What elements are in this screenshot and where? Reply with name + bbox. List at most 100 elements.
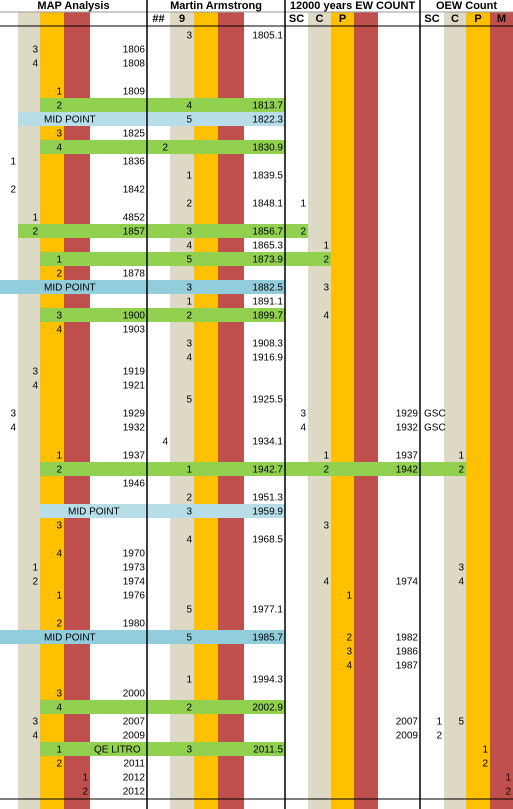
cell-text: 1	[458, 451, 464, 462]
cell-text: 5	[186, 255, 192, 266]
cell-text: 2012	[123, 787, 146, 798]
cell-text: GSC	[424, 409, 446, 420]
cell-text: 2009	[123, 731, 146, 742]
cell-text: 3	[186, 745, 192, 756]
cell-text: 4	[186, 535, 192, 546]
cell-text: 1977.1	[252, 605, 283, 616]
cell-text: 1925.5	[252, 395, 283, 406]
cell-text: 3	[56, 689, 62, 700]
cell-text: MID POINT	[44, 115, 96, 126]
cell-text: 2007	[123, 717, 146, 728]
column-stripe	[466, 12, 490, 809]
row-highlight	[40, 308, 285, 322]
cell-text: 1856.7	[252, 227, 283, 238]
cell-text: 1	[323, 241, 329, 252]
cell-text: 3	[346, 647, 352, 658]
row-highlight	[18, 224, 308, 238]
cell-text: 1	[32, 563, 38, 574]
cell-text: 3	[32, 45, 38, 56]
cell-text: 2	[186, 311, 192, 322]
column-stripe	[490, 12, 513, 809]
cell-text: 1830.9	[252, 143, 283, 154]
cell-text: 1	[323, 451, 329, 462]
cell-text: 1865.3	[252, 241, 283, 252]
cell-text: 1951.3	[252, 493, 283, 504]
cell-text: MID POINT	[44, 633, 96, 644]
row-highlight	[0, 280, 285, 294]
cell-text: 1842	[123, 185, 146, 196]
cell-text: 1857	[123, 227, 146, 238]
cell-text: 1937	[396, 451, 419, 462]
row-highlight	[40, 700, 285, 714]
cell-text: 3	[56, 521, 62, 532]
cell-text: 2	[32, 577, 38, 588]
cell-text: 2	[300, 227, 306, 238]
column-header: P	[339, 13, 346, 25]
cell-text: 4	[162, 437, 168, 448]
cell-text: 1808	[123, 59, 146, 70]
row-highlight	[40, 98, 285, 112]
cell-text: 1806	[123, 45, 146, 56]
cell-text: 1	[482, 745, 488, 756]
cell-text: 1942	[396, 465, 419, 476]
cell-text: 2011	[123, 759, 145, 770]
cell-text: 4	[346, 661, 352, 672]
column-header: C	[451, 13, 459, 25]
column-header: 9	[179, 13, 185, 25]
cell-text: 1891.1	[252, 297, 283, 308]
column-stripe	[218, 12, 244, 809]
cell-text: 3	[10, 409, 16, 420]
cell-text: 2000	[123, 689, 146, 700]
cell-text: 1	[10, 157, 16, 168]
section-header: MAP Analysis	[37, 0, 109, 12]
cell-text: 2	[56, 465, 62, 476]
column-stripe	[444, 12, 466, 809]
row-highlight	[0, 630, 285, 644]
cell-text: 3	[186, 283, 192, 294]
cell-text: 1	[32, 213, 38, 224]
cell-text: 1908.3	[252, 339, 283, 350]
cell-text: 1	[346, 591, 352, 602]
cell-text: 1973	[123, 563, 146, 574]
cell-text: 4852	[123, 213, 146, 224]
cell-text: 2009	[396, 731, 419, 742]
cell-text: 5	[186, 633, 192, 644]
cell-text: 2	[323, 465, 329, 476]
cell-text: 1836	[123, 157, 146, 168]
cell-text: MID POINT	[68, 507, 120, 518]
cell-text: 1929	[396, 409, 419, 420]
row-highlight	[40, 140, 285, 154]
cell-text: 2	[482, 759, 488, 770]
cell-text: 1921	[123, 381, 146, 392]
cell-text: 3	[56, 129, 62, 140]
cell-text: 1	[300, 199, 306, 210]
column-header: P	[474, 13, 481, 25]
cell-text: 1813.7	[252, 101, 283, 112]
cell-text: 1946	[123, 479, 146, 490]
cell-text: 4	[32, 731, 38, 742]
cell-text: 2002.9	[252, 703, 283, 714]
cell-text: 1	[186, 171, 192, 182]
cell-text: 4	[56, 703, 62, 714]
cell-text: 2	[186, 703, 192, 714]
column-stripe	[170, 12, 194, 809]
cell-text: 1839.5	[252, 171, 283, 182]
column-stripe	[194, 12, 218, 809]
cell-text: 4	[186, 241, 192, 252]
cell-text: 1932	[123, 423, 146, 434]
cell-text: 3	[32, 367, 38, 378]
cell-text: 5	[458, 717, 464, 728]
row-highlight	[18, 112, 285, 126]
cell-text: 1934.1	[252, 437, 283, 448]
cell-text: 1919	[123, 367, 146, 378]
cell-text: 1	[82, 773, 88, 784]
cell-text: 3	[323, 283, 329, 294]
cell-text: 4	[10, 423, 16, 434]
row-highlight	[40, 742, 285, 756]
cell-text: 1929	[123, 409, 146, 420]
cell-text: 1982	[396, 633, 419, 644]
cell-text: 3	[56, 311, 62, 322]
cell-text: 2	[162, 143, 168, 154]
cell-text: 1994.3	[252, 675, 283, 686]
